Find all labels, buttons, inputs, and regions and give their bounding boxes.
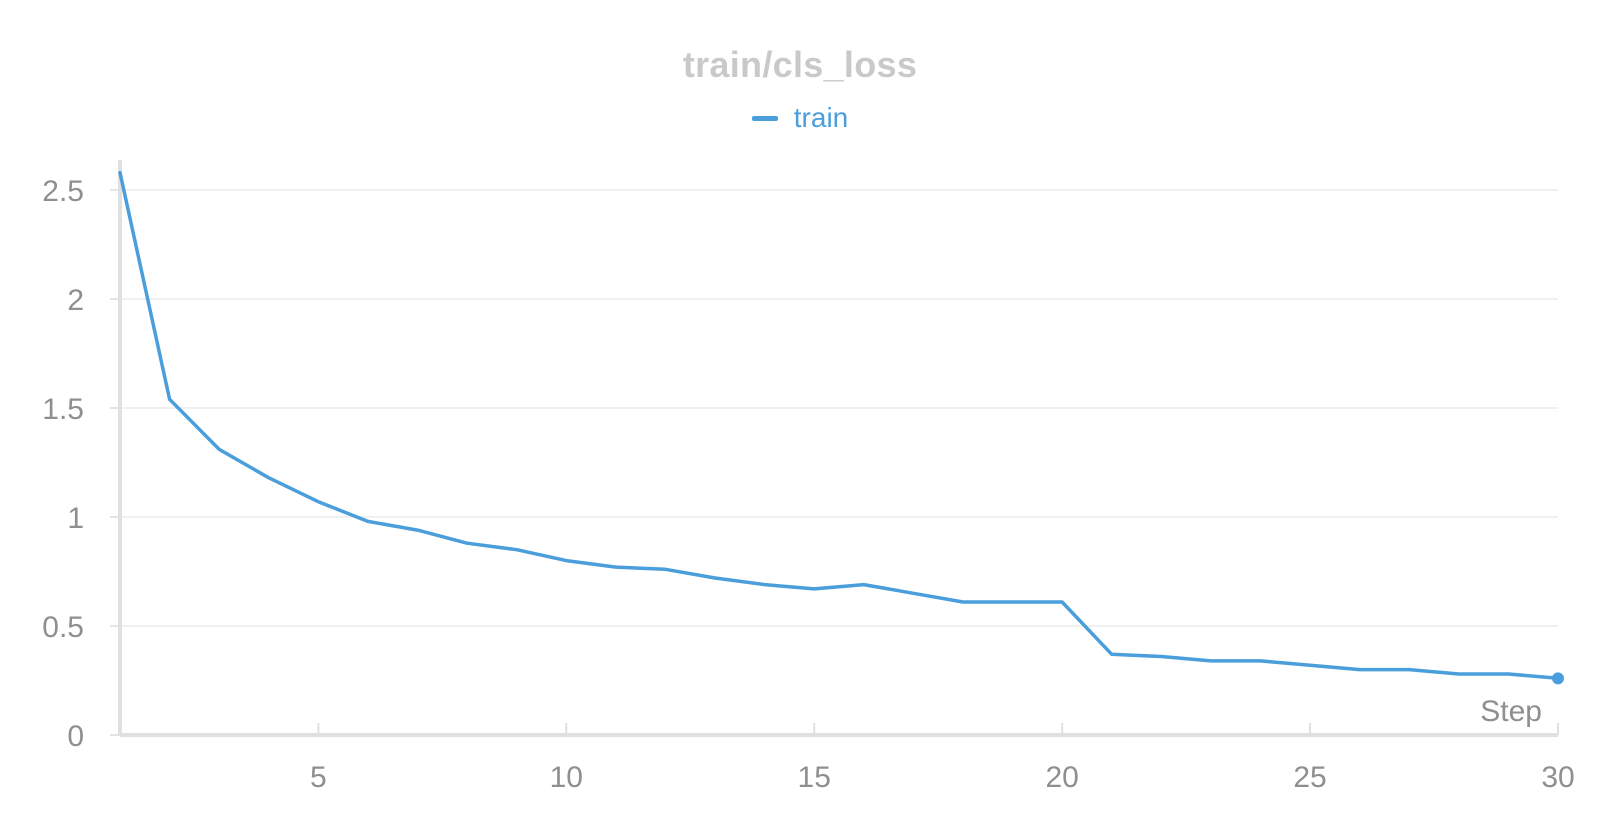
ytick-label-0: 0	[67, 720, 84, 753]
ytick-label-4: 2	[67, 284, 84, 317]
data-point-6	[366, 519, 370, 523]
grid-lines	[120, 189, 1558, 627]
data-point-21	[1110, 652, 1114, 656]
series-layer	[118, 170, 1564, 685]
legend-swatch-train	[751, 115, 778, 121]
xtick-label-1: 10	[550, 761, 583, 794]
axes	[110, 160, 1559, 737]
data-point-12	[663, 567, 667, 571]
data-point-8	[465, 541, 469, 545]
data-point-17	[911, 591, 915, 595]
data-point-10	[564, 559, 568, 563]
legend: train	[0, 102, 1600, 134]
xtick-label-5: 30	[1541, 761, 1574, 794]
legend-label-train: train	[793, 102, 849, 133]
data-point-11	[614, 565, 618, 569]
data-point-24	[1258, 659, 1262, 663]
data-point-29	[1506, 672, 1510, 676]
data-point-28	[1457, 672, 1461, 676]
data-point-4	[267, 476, 271, 480]
data-point-15	[812, 587, 816, 591]
data-point-14	[763, 583, 767, 587]
data-point-22	[1159, 655, 1163, 659]
ytick-label-3: 1.5	[42, 393, 84, 426]
data-point-5	[316, 500, 320, 504]
ytick-label-2: 1	[67, 502, 84, 535]
xtick-label-4: 25	[1293, 761, 1326, 794]
data-point-16	[862, 583, 866, 587]
data-point-25	[1308, 663, 1312, 667]
data-point-7	[416, 528, 420, 532]
ytick-label-1: 0.5	[42, 611, 84, 644]
data-point-30	[1552, 672, 1564, 685]
xtick-label-3: 20	[1045, 761, 1078, 794]
tick-labels: 0 0.5 1 1.5 2 2.5 5 10 15 20 25 30	[42, 175, 1574, 794]
chart-title: train/cls_loss	[682, 44, 918, 85]
data-point-27	[1407, 668, 1411, 672]
data-point-1	[118, 171, 122, 175]
data-point-3	[217, 447, 221, 451]
series-line-train	[118, 170, 1560, 681]
x-axis-label: Step	[1480, 695, 1542, 728]
data-point-9	[515, 548, 519, 552]
xtick-label-2: 15	[798, 761, 831, 794]
data-point-26	[1358, 668, 1362, 672]
xtick-label-0: 5	[310, 761, 327, 794]
data-point-20	[1060, 600, 1064, 604]
ytick-label-5: 2.5	[42, 175, 84, 208]
data-point-19	[1011, 600, 1015, 604]
data-point-13	[713, 576, 717, 580]
data-point-2	[168, 397, 172, 401]
data-point-18	[961, 600, 965, 604]
data-point-23	[1209, 659, 1213, 663]
